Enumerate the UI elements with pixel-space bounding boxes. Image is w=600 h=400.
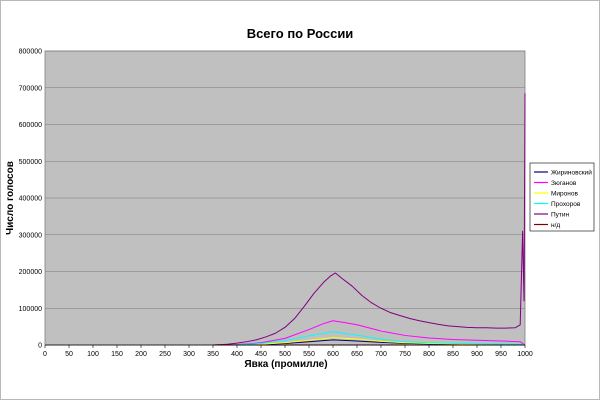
x-tick-label: 200 [135,351,147,358]
x-tick-label: 600 [327,351,339,358]
x-tick-label: 850 [447,351,459,358]
x-tick-label: 400 [231,351,243,358]
grid-lines [45,50,525,309]
y-tick-label: 600000 [19,122,42,129]
x-tick-label: 250 [159,351,171,358]
x-tick-label: 450 [255,351,267,358]
y-axis-title: Число голосов [5,161,16,235]
x-tick-label: 100 [87,351,99,358]
x-tick-label: 750 [399,351,411,358]
y-tick-label: 200000 [19,269,42,276]
legend: Жириновский Зюганов Миронов Прохоров Путин н/… [529,162,595,232]
x-tick-label: 150 [111,351,123,358]
legend-label: Миронов [551,190,578,197]
series-line [212,320,526,346]
y-tick-label: 700000 [19,85,42,92]
y-tick-label: 400000 [19,196,42,203]
y-tick-label: 300000 [19,232,42,239]
legend-label: Зюганов [551,180,577,187]
x-tick-label: 1000 [517,351,533,358]
x-tick-label: 650 [351,351,363,358]
y-tick-label: 500000 [19,159,42,166]
legend-box [529,162,595,232]
y-tick-labels: 0 100000 200000 300000 400000 500000 600000 700… [19,49,42,350]
y-tick-label: 0 [38,343,42,350]
x-tick-labels: 0 50 100 150 200 250 300 350 400 450 500 550 600 650 7… [43,345,533,358]
x-tick-label: 950 [495,351,507,358]
x-tick-label: 800 [423,351,435,358]
x-axis-title: Явка (промилле) [244,359,327,370]
y-tick-label: 100000 [19,306,42,313]
x-tick-label: 500 [279,351,291,358]
legend-items: Жириновский Зюганов Миронов Прохоров Путин н/… [534,168,592,229]
series-line [212,93,526,346]
chart-title: Всего по России [247,26,354,41]
legend-label: Прохоров [551,201,581,208]
x-tick-label: 700 [375,351,387,358]
legend-label: н/д [551,222,560,229]
legend-label: Путин [551,211,570,218]
x-tick-label: 350 [207,351,219,358]
x-tick-label: 0 [43,351,47,358]
y-tick-label: 800000 [19,49,42,56]
x-tick-label: 300 [183,351,195,358]
x-tick-label: 50 [65,351,73,358]
x-tick-label: 550 [303,351,315,358]
legend-label: Жириновский [551,168,592,176]
series-line [212,331,526,346]
x-tick-label: 900 [471,351,483,358]
